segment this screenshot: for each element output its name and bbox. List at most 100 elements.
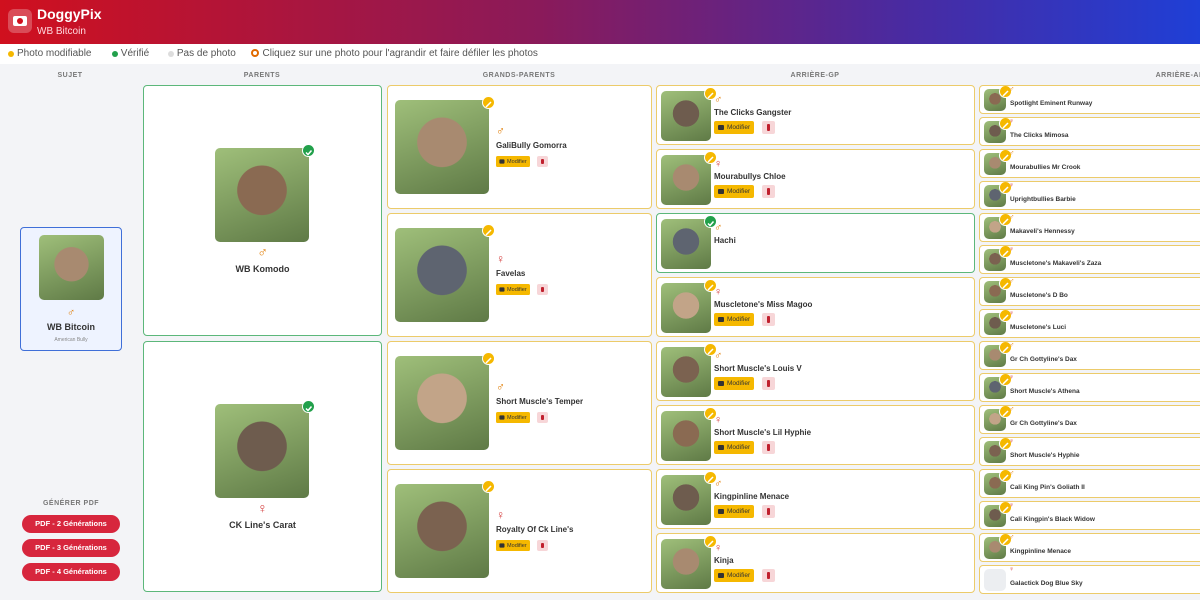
delete-button[interactable] [762,313,775,326]
sex-symbol: ♀ [714,158,723,170]
edit-button[interactable]: Modifier [714,441,755,454]
delete-button[interactable] [762,569,775,582]
edit-button[interactable]: Modifier [714,185,755,198]
pdf-button[interactable]: PDF - 3 Générations [22,539,120,557]
delete-button[interactable] [762,185,775,198]
pencil-icon [707,284,714,291]
edit-button[interactable]: Modifier [714,505,755,518]
dog-name: Muscletone's Luci [1010,324,1067,331]
edit-button[interactable]: Modifier [714,377,755,390]
great-great-grandparent-card: ♂ Cali King Pin's Goliath II [979,469,1200,498]
sex-symbol: ♂ [1009,278,1015,285]
edit-button[interactable]: Modifier [496,540,531,552]
dog-photo[interactable] [215,148,309,242]
dog-name: Short Muscle's Louis V [714,364,802,373]
status-badge [999,278,1012,290]
grandparent-card: ♀ Royalty Of Ck Line's Modifier [387,469,652,593]
pencil-icon [1002,122,1009,129]
camera-icon [718,509,724,514]
delete-button[interactable] [762,441,775,454]
delete-button[interactable] [536,412,548,424]
pencil-icon [1002,378,1009,385]
edit-button[interactable]: Modifier [496,284,531,296]
dog-photo[interactable] [395,228,489,322]
dog-photo[interactable] [661,539,711,589]
legend-dot [111,51,118,57]
delete-button[interactable] [762,121,775,134]
column-header: PARENTS [243,72,281,79]
dog-name: Makaveli's Hennessy [1010,228,1075,235]
dog-photo[interactable] [984,569,1006,591]
great-grandparent-card: ♂ Short Muscle's Louis V Modifier [656,341,975,401]
sex-symbol: ♂ [496,124,505,138]
sex-symbol: ♀ [1009,502,1015,509]
camera-icon [718,189,724,194]
dog-name: Royalty Of Ck Line's [496,525,574,534]
dog-photo[interactable] [395,484,489,578]
delete-button[interactable] [536,156,548,168]
pencil-icon [707,156,714,163]
status-badge [482,352,495,365]
sex-symbol: ♀ [1009,566,1015,573]
edit-button[interactable]: Modifier [714,121,755,134]
great-great-grandparent-card: ♂ Kingpinline Menace [979,533,1200,562]
edit-button[interactable]: Modifier [496,412,531,424]
sex-symbol: ♀ [1009,182,1015,189]
delete-button[interactable] [536,540,548,552]
dog-photo[interactable] [661,411,711,461]
pencil-icon [1002,90,1009,97]
dog-name: Short Muscle's Athena [1010,388,1080,395]
dog-name: WB Komodo [235,264,290,274]
status-badge [482,96,495,109]
sex-symbol: ♂ [66,307,76,319]
dog-photo[interactable] [395,356,489,450]
dog-photo[interactable] [215,404,309,498]
dog-photo[interactable] [661,347,711,397]
status-badge [999,214,1012,226]
sex-symbol: ♂ [257,244,268,260]
camera-icon [499,287,505,292]
legend-dot [167,51,174,57]
trash-icon [766,380,771,387]
status-badge [704,535,717,548]
dog-photo[interactable] [395,100,489,194]
status-badge [999,470,1012,482]
sex-symbol: ♀ [1009,374,1015,381]
dog-photo[interactable] [661,155,711,205]
dog-photo[interactable] [39,235,104,300]
edit-button[interactable]: Modifier [496,156,531,168]
trash-icon [540,286,544,293]
camera-icon [718,125,724,130]
pdf-button[interactable]: PDF - 4 Générations [22,563,120,581]
status-badge [999,86,1012,98]
pdf-button[interactable]: PDF - 2 Générations [22,515,120,533]
trash-icon [766,572,771,579]
column-header: SUJET [57,72,83,79]
delete-button[interactable] [762,505,775,518]
sex-symbol: ♂ [496,380,505,394]
status-badge [999,374,1012,386]
dog-photo[interactable] [661,91,711,141]
status-badge [999,534,1012,546]
edit-button[interactable]: Modifier [714,313,755,326]
dog-photo[interactable] [661,475,711,525]
status-badge [302,144,315,157]
dog-photo[interactable] [661,283,711,333]
pencil-icon [1002,506,1009,513]
logo-icon [13,16,27,26]
grandparent-card: ♂ Short Muscle's Temper Modifier [387,341,652,465]
sex-symbol: ♂ [1009,214,1015,221]
great-great-grandparent-card: ♀ Cali Kingpin's Black Widow [979,501,1200,530]
pencil-icon [1002,410,1009,417]
dog-photo[interactable] [661,219,711,269]
pencil-icon [707,540,714,547]
great-great-grandparent-card: ♂ Mourabullies Mr Crook [979,149,1200,178]
delete-button[interactable] [536,284,548,296]
edit-button[interactable]: Modifier [714,569,755,582]
trash-icon [766,508,771,515]
delete-button[interactable] [762,377,775,390]
great-grandparent-card: ♀ Kinja Modifier [656,533,975,593]
sex-symbol: ♀ [714,542,723,554]
sex-symbol: ♀ [1009,438,1015,445]
